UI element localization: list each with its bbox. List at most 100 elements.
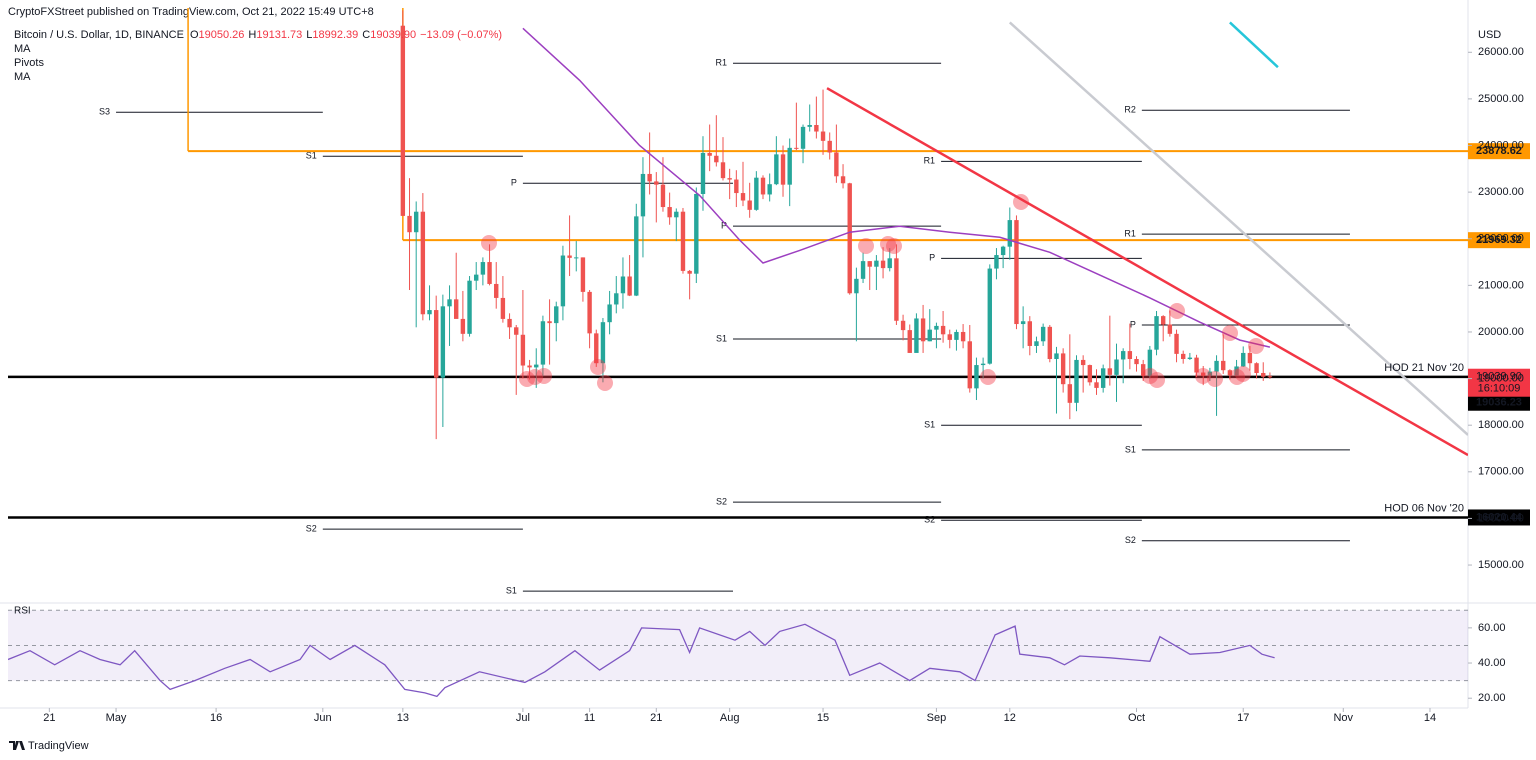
candle-body [1207,371,1213,376]
candle-body [834,152,839,177]
candle-body [520,334,526,366]
candle-body [694,193,699,274]
candle-body [587,291,592,334]
price-tag-label: 16020.44 [1476,511,1523,523]
highlight [880,236,896,252]
candle-body [554,306,559,324]
pivot-label: P [511,178,517,188]
trend-line [1229,21,1279,69]
candle-body [940,325,946,335]
legend: Bitcoin / U.S. Dollar, 1D, BINANCE O19050… [14,29,502,41]
highlight [1248,338,1264,354]
candle-body [1060,353,1066,385]
candle-body [627,276,632,296]
pivot-label: R1 [715,58,727,68]
candle-body [614,293,619,305]
y-tick-label: 19000.00 [1478,372,1524,384]
candle-body [594,333,599,364]
candle-body [1154,316,1159,350]
candle-body [887,258,892,269]
legend-key: O [190,29,199,41]
candle-body [660,184,666,208]
candle-body [767,184,772,195]
candle-body [1140,364,1146,376]
last-price-label: 19039.90 [1476,371,1522,383]
legend-key: L [306,29,312,41]
candle-body [447,299,452,307]
candle-body [527,365,532,368]
candle-body [607,304,612,323]
candle-body [1194,357,1199,373]
candle-body [1134,359,1139,365]
candle-body [780,154,786,185]
candle-body [474,274,479,281]
rsi-tick-label: 40.00 [1478,657,1506,669]
highlight-circles [481,194,1264,391]
legend-key: C [362,29,370,41]
candle-body [674,211,679,218]
candle-body [647,173,652,182]
highlight [1195,368,1211,384]
highlight [527,369,543,385]
candle-body [634,216,639,296]
x-tick-label: 14 [1424,712,1436,724]
candle-body [640,173,646,217]
highlight [1169,303,1185,319]
candle-body [1054,353,1059,360]
x-tick-label: 12 [1004,712,1016,724]
y-tick-label: 25000.00 [1478,93,1524,105]
y-tick-label: 26000.00 [1478,46,1524,58]
rsi-pane [8,609,1468,698]
candle-body [1147,349,1153,376]
candle-body [880,260,886,269]
footer-brand: TradingView [28,740,89,752]
highlight [481,235,497,251]
candle-body [1120,351,1126,360]
candle-body [400,25,406,216]
candle-body [420,211,426,315]
candle-body [1227,370,1233,376]
candle-body [407,215,412,233]
candle-body [1214,360,1219,372]
candle-body [927,329,932,342]
candle-body [1261,372,1266,377]
overlay: HOD 21 Nov '20 HOD 06 Nov '20 23878.62 2196… [1384,143,1530,526]
candle-body [714,155,719,163]
candle-body [1241,352,1246,367]
candle-body [1094,382,1099,388]
candle-body [534,364,539,368]
trend-line [1008,21,1468,436]
highlight [590,359,606,375]
candle-body [574,257,579,259]
y-tick-label: 15000.00 [1478,559,1524,571]
x-tick-label: Jun [314,712,332,724]
x-tick-label: 17 [1237,712,1249,724]
rsi-title: RSI [14,606,31,617]
candle-body [1267,376,1273,378]
highlight [886,238,902,254]
pivot-label: R2 [1124,105,1136,115]
highlight [858,238,874,254]
last-price-tag [1468,368,1530,397]
candle-body [1114,359,1119,375]
pivot-label: S2 [306,524,317,534]
pivot-label: S2 [716,496,727,506]
candle-body [1221,360,1226,371]
candle-body [1000,246,1006,256]
candle-body [500,297,506,319]
level-name: HOD 06 Nov '20 [1384,502,1464,514]
candle-body [413,211,419,233]
candle-body [720,162,726,179]
candle-body [1160,316,1166,325]
candle-body [1167,324,1173,334]
pivot-label: S2 [1125,535,1136,545]
candle-body [460,318,466,334]
candle-body [440,306,446,378]
candle-body [1067,384,1073,403]
candle-body [754,177,759,210]
footer-logo: TradingView [9,740,89,752]
x-tick-label: 21 [650,712,662,724]
legend-change: −13.09 (−0.07%) [420,29,502,41]
